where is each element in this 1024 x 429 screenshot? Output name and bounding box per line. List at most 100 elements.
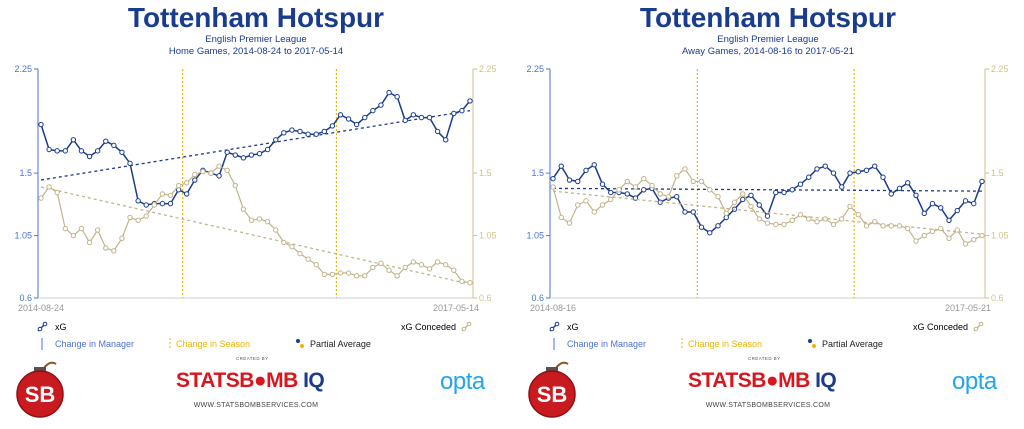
xg-conceded-point xyxy=(378,260,384,267)
xg-point xyxy=(954,207,960,214)
xg-conceded-point xyxy=(789,217,795,223)
xg-point xyxy=(192,177,198,183)
x-start-label: 2014-08-24 xyxy=(18,303,64,313)
xg-conceded-point xyxy=(558,214,564,221)
xg-point xyxy=(426,114,433,121)
xg-point xyxy=(394,94,400,100)
xg-point xyxy=(641,187,647,193)
xg-point xyxy=(86,153,93,160)
xg-point xyxy=(566,177,573,183)
xg-conceded-point xyxy=(264,218,271,225)
legend-xg-conceded-label: xG Conceded xyxy=(913,322,969,332)
xg-conceded-point xyxy=(632,184,639,190)
xg-conceded-point xyxy=(962,241,969,247)
opta-logo: opta xyxy=(440,368,485,395)
xg-point xyxy=(443,137,449,143)
y-tick-label-right: 0.6 xyxy=(991,293,1004,303)
y-tick-label-left: 1.5 xyxy=(19,168,32,178)
chart-title: Tottenham Hotspur xyxy=(127,2,385,33)
xg-point xyxy=(337,112,344,118)
legend-change-season-label: Change in Season xyxy=(688,339,763,349)
legend-partial-average-icon xyxy=(300,344,304,348)
xg-conceded-point xyxy=(467,280,473,286)
y-tick-label-left: 1.05 xyxy=(14,231,32,241)
xg-point xyxy=(313,131,319,137)
xg-conceded-point xyxy=(624,178,630,185)
xg-point xyxy=(690,209,696,215)
xg-conceded-point xyxy=(583,198,589,204)
xg-point xyxy=(38,121,44,128)
xg-point xyxy=(402,117,408,124)
xg-conceded-point xyxy=(971,237,977,243)
xg-conceded-point xyxy=(418,261,425,268)
xg-conceded-point xyxy=(863,223,870,229)
xg-point xyxy=(232,152,238,158)
xg-conceded-point xyxy=(38,195,44,201)
xg-conceded-point xyxy=(946,235,952,242)
xg-point xyxy=(127,160,133,167)
xg-conceded-point xyxy=(896,223,903,229)
y-tick-label-left: 0.6 xyxy=(19,293,32,303)
xg-point xyxy=(119,149,125,155)
xg-conceded-point xyxy=(62,225,68,232)
xg-point xyxy=(715,223,721,229)
xg-conceded-point xyxy=(297,250,303,257)
xg-conceded-point xyxy=(707,187,713,193)
chart-subtitle: English Premier League xyxy=(717,34,819,45)
xg-point xyxy=(781,189,787,196)
xg-point xyxy=(378,102,384,108)
xg-conceded-point xyxy=(608,196,614,203)
legend-partial-average-icon xyxy=(296,339,300,343)
xg-point xyxy=(872,163,878,169)
legend-partial-average-icon xyxy=(808,339,812,343)
xg-conceded-point xyxy=(313,261,319,268)
xg-point xyxy=(624,191,630,197)
y-tick-label-right: 1.5 xyxy=(991,168,1004,178)
statsbomb-website: WWW.STATSBOMBSERVICES.COM xyxy=(193,402,319,409)
xg-point xyxy=(329,123,336,129)
legend-xg-icon-dot xyxy=(549,326,555,332)
xg-point xyxy=(62,148,68,154)
xg-point xyxy=(806,174,812,180)
created-by-label: CREATED BY xyxy=(748,356,781,361)
xg-conceded-point xyxy=(240,206,247,212)
bomb-logo: SB xyxy=(528,361,576,418)
xg-point xyxy=(632,195,639,201)
xg-conceded-point xyxy=(167,192,174,198)
xg-point xyxy=(789,187,795,193)
xg-conceded-point xyxy=(731,199,738,205)
xg-point xyxy=(888,191,894,197)
legend-partial-average-label: Partial Average xyxy=(310,339,371,349)
x-start-label: 2014-08-16 xyxy=(530,303,576,313)
y-tick-label-left: 1.5 xyxy=(531,168,544,178)
legend-xg-icon-dot xyxy=(554,321,560,327)
xg-point xyxy=(550,175,556,182)
bomb-logo-text: SB xyxy=(25,382,56,407)
y-tick-label-right: 2.25 xyxy=(991,64,1009,74)
xg-point xyxy=(135,198,141,204)
xg-conceded-point xyxy=(938,225,944,232)
xg-point xyxy=(459,107,465,114)
xg-conceded-point xyxy=(46,184,52,190)
chart-subtitle-dates: Home Games, 2014-08-24 to 2017-05-14 xyxy=(168,46,344,57)
xg-conceded-point xyxy=(740,191,746,197)
legend-xg-conceded-icon-dot xyxy=(973,326,979,332)
xg-conceded-point xyxy=(175,182,182,189)
xg-point xyxy=(289,127,295,133)
xg-point xyxy=(273,137,279,143)
xg-point xyxy=(740,196,746,203)
xg-point xyxy=(814,166,820,172)
xg-point xyxy=(94,148,101,154)
xg-conceded-point xyxy=(913,238,919,244)
xg-conceded-series-line xyxy=(552,168,983,245)
xg-conceded-point xyxy=(599,202,606,208)
xg-conceded-point xyxy=(200,169,206,175)
xg-conceded-point xyxy=(575,202,581,208)
xg-point xyxy=(159,200,166,207)
xg-point xyxy=(698,224,705,230)
y-tick-label-right: 0.6 xyxy=(479,293,492,303)
legend-xg-conceded-icon-dot xyxy=(461,326,467,332)
legend-partial-average-icon xyxy=(812,344,816,348)
xg-conceded-point xyxy=(402,264,408,271)
xg-conceded-point xyxy=(616,187,622,193)
